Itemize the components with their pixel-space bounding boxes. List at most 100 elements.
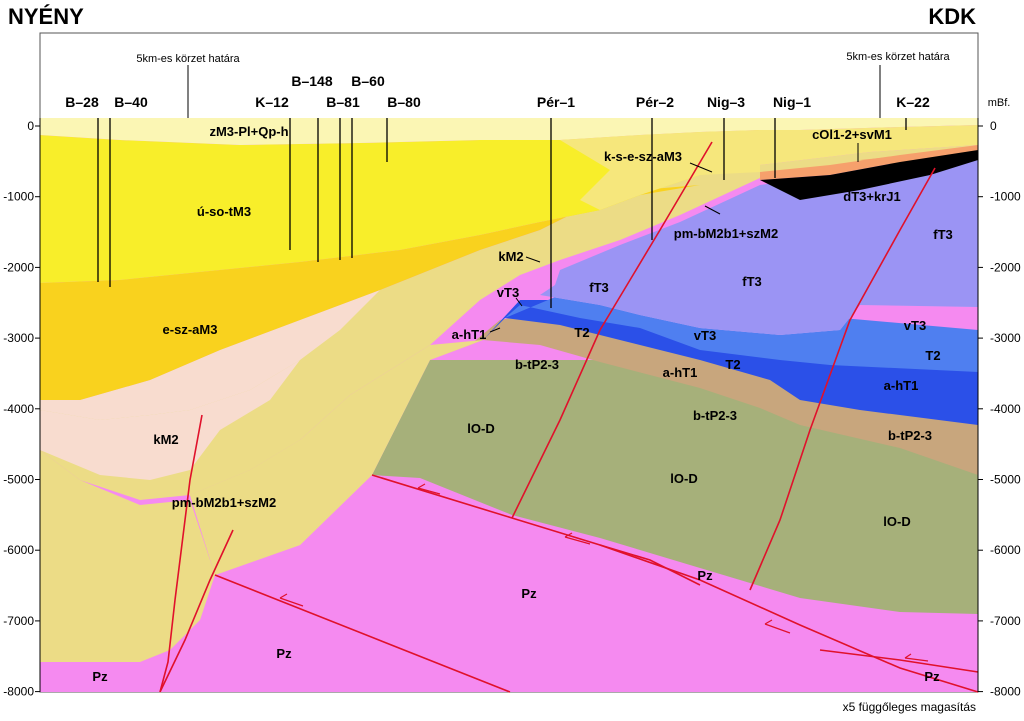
header-right-label: KDK bbox=[928, 4, 976, 29]
boundary-note-right: 5km-es körzet határa bbox=[846, 51, 950, 63]
unit-label: k-s-e-sz-aM3 bbox=[604, 149, 682, 164]
unit-label: vT3 bbox=[694, 328, 716, 343]
fault-line-1 bbox=[159, 414, 203, 693]
unit-label: pm-bM2b1+szM2 bbox=[172, 495, 276, 510]
depth-tick-label: -2000 bbox=[3, 260, 34, 274]
leader-vt3-mid bbox=[515, 297, 523, 307]
unit-label: Pz bbox=[521, 586, 537, 601]
unit-label: fT3 bbox=[933, 227, 953, 242]
depth-tick-label: -7000 bbox=[3, 614, 34, 628]
depth-tick-label: -6000 bbox=[3, 543, 34, 557]
unit-label: fT3 bbox=[742, 274, 762, 289]
fault-line-5 bbox=[511, 141, 713, 519]
fault-line-3 bbox=[214, 574, 511, 693]
depth-tick-label: -3000 bbox=[3, 331, 34, 345]
unit-label: pm-bM2b1+szM2 bbox=[674, 226, 778, 241]
fault-arrow bbox=[764, 619, 791, 634]
leader-km2-mid bbox=[525, 256, 541, 263]
depth-tick-label: -1000 bbox=[3, 190, 34, 204]
unit-labels: zM3-Pl+Qp-h ú-so-tM3 e-sz-aM3 kM2 pm-bM2… bbox=[92, 124, 952, 684]
unit-label: Pz bbox=[697, 568, 713, 583]
unit-label: a-hT1 bbox=[452, 327, 487, 342]
unit-label: lO-D bbox=[467, 421, 494, 436]
unit-label: b-tP2-3 bbox=[693, 408, 737, 423]
depth-tick-label: -7000 bbox=[990, 614, 1021, 628]
unit-uso bbox=[40, 130, 760, 283]
unit-label: a-hT1 bbox=[884, 378, 919, 393]
unit-label: a-hT1 bbox=[663, 365, 698, 380]
unit-label: cOl1-2+svM1 bbox=[812, 127, 892, 142]
depth-tick-label: -5000 bbox=[990, 473, 1021, 487]
unit-pmb-lower bbox=[40, 450, 215, 662]
fault-arrow bbox=[904, 653, 929, 662]
fault-arrow bbox=[564, 532, 591, 545]
unit-label: zM3-Pl+Qp-h bbox=[209, 124, 288, 139]
depth-tick-label: -2000 bbox=[990, 260, 1021, 274]
unit-pmb-fill bbox=[190, 340, 483, 575]
well-label: K–12 bbox=[255, 94, 289, 110]
depth-tick-label: -3000 bbox=[990, 331, 1021, 345]
unit-label: kM2 bbox=[498, 249, 523, 264]
unit-label: b-tP2-3 bbox=[515, 357, 559, 372]
depth-tick-label: -8000 bbox=[990, 685, 1021, 699]
depth-tick-label: 0 bbox=[27, 119, 34, 133]
fault-line-7 bbox=[819, 649, 979, 673]
fault-arrows bbox=[279, 483, 929, 662]
unit-label: Pz bbox=[276, 646, 292, 661]
depth-tick-label: -4000 bbox=[3, 402, 34, 416]
unit-label: Pz bbox=[92, 669, 108, 684]
unit-label: vT3 bbox=[904, 318, 926, 333]
depth-tick-label: -5000 bbox=[3, 473, 34, 487]
leader-pmb-right bbox=[704, 205, 721, 215]
depth-tick-label: -4000 bbox=[990, 402, 1021, 416]
well-label: Nig–3 bbox=[707, 94, 745, 110]
well-label: K–22 bbox=[896, 94, 930, 110]
unit-label: T2 bbox=[725, 357, 740, 372]
unit-label: fT3 bbox=[589, 280, 609, 295]
unit-label: dT3+krJ1 bbox=[843, 189, 900, 204]
unit-ft3 bbox=[540, 150, 978, 335]
depth-tick-label: -6000 bbox=[990, 543, 1021, 557]
vertical-exaggeration-note: x5 függőleges magasítás bbox=[843, 700, 976, 714]
well-label: B–80 bbox=[387, 94, 421, 110]
unit-km2-low bbox=[40, 360, 300, 480]
well-label: Pér–2 bbox=[636, 94, 674, 110]
unit-pmb bbox=[40, 145, 978, 500]
fault-line-2 bbox=[159, 529, 234, 693]
well-label: Nig–1 bbox=[773, 94, 811, 110]
fault-arrow bbox=[279, 593, 304, 607]
leader-aht1-mid bbox=[489, 327, 501, 333]
unit-col-upper bbox=[860, 148, 978, 165]
header-left-label: NYÉNY bbox=[8, 4, 84, 29]
unit-km2 bbox=[40, 290, 380, 420]
boundary-note-left: 5km-es körzet határa bbox=[136, 53, 240, 65]
unit-label: e-sz-aM3 bbox=[163, 322, 218, 337]
unit-label: b-tP2-3 bbox=[888, 428, 932, 443]
leader-kse bbox=[689, 162, 713, 173]
unit-dt3 bbox=[760, 150, 978, 200]
tick-marks: 0 0 -1000 -1000 -2000 -2000 -3000 -3000 -4000 -40… bbox=[3, 119, 1021, 699]
well-label: B–40 bbox=[114, 94, 148, 110]
fault-line-8 bbox=[599, 544, 701, 586]
geologic-units bbox=[40, 118, 978, 692]
depth-tick-label: -1000 bbox=[990, 190, 1021, 204]
well-label: B–60 bbox=[351, 73, 385, 89]
unit-label: lO-D bbox=[883, 514, 910, 529]
unit-zm3 bbox=[40, 118, 978, 145]
unit-label: T2 bbox=[925, 348, 940, 363]
label-leaders bbox=[489, 143, 859, 333]
wells bbox=[97, 118, 907, 308]
unit-kse bbox=[560, 125, 978, 210]
unit-label: ú-so-tM3 bbox=[197, 204, 251, 219]
unit-label: T2 bbox=[574, 325, 589, 340]
depth-tick-label: -8000 bbox=[3, 685, 34, 699]
well-label: Pér–1 bbox=[537, 94, 575, 110]
well-label: B–28 bbox=[65, 94, 99, 110]
unit-t2 bbox=[505, 295, 978, 372]
faults bbox=[159, 141, 979, 693]
well-label: B–148 bbox=[291, 73, 332, 89]
fault-line-6 bbox=[749, 167, 936, 591]
unit-label: lO-D bbox=[670, 471, 697, 486]
